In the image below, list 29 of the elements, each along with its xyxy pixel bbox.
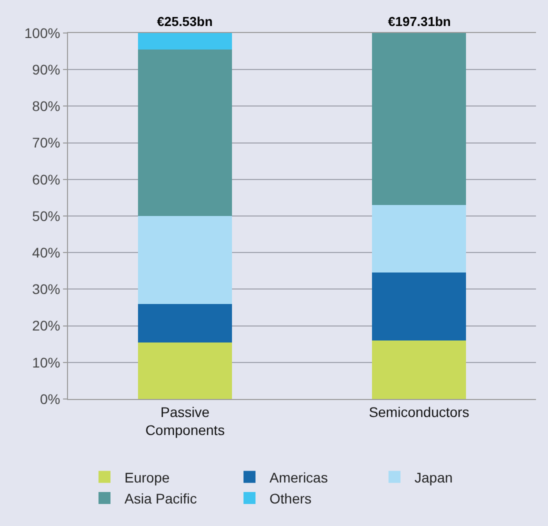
x-tick-label: Semiconductors xyxy=(368,404,470,420)
bar xyxy=(372,33,466,206)
annotation: €197.31bn xyxy=(388,14,451,29)
legend-label: Americas xyxy=(270,469,328,486)
y-tick-label: 80% xyxy=(32,98,60,114)
bar xyxy=(372,340,466,399)
y-tick-label: 70% xyxy=(32,134,60,151)
bar xyxy=(138,304,232,342)
legend-label: Europe xyxy=(124,469,170,486)
y-tick-label: 50% xyxy=(32,208,60,224)
y-tick-label: 0% xyxy=(40,390,60,407)
y-tick-label: 40% xyxy=(32,244,60,260)
x-tick-label: Passive Components xyxy=(145,404,225,438)
y-tick-label: 20% xyxy=(32,318,60,334)
y-tick-label: 30% xyxy=(32,281,60,298)
bar xyxy=(372,272,466,340)
annotation: €25.53bn xyxy=(157,14,213,29)
y-tick-label: 90% xyxy=(32,62,60,78)
bar xyxy=(138,49,232,216)
bar xyxy=(138,33,232,50)
legend-label: Others xyxy=(270,490,312,506)
bar xyxy=(372,205,466,273)
y-tick-label: 100% xyxy=(24,24,60,41)
y-tick-label: 10% xyxy=(32,354,60,370)
bar xyxy=(138,216,232,304)
bar xyxy=(138,342,232,399)
legend-label: Japan xyxy=(414,469,453,486)
y-tick-label: 60% xyxy=(32,171,60,188)
legend-label: Asia Pacific xyxy=(124,490,197,506)
